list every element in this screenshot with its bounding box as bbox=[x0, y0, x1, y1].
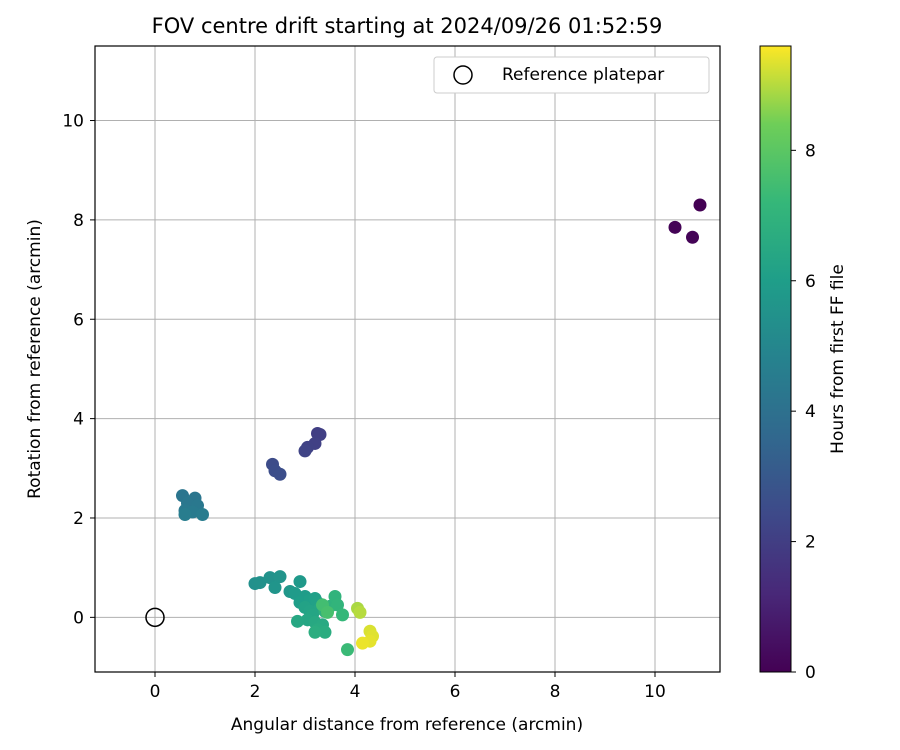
grid-lines bbox=[95, 46, 720, 672]
data-point bbox=[321, 605, 334, 619]
legend-label: Reference platepar bbox=[502, 65, 664, 85]
colorbar-tick-label: 0 bbox=[805, 663, 816, 683]
data-point bbox=[356, 636, 369, 650]
data-point bbox=[273, 570, 287, 584]
data-point bbox=[318, 625, 332, 639]
colorbar-tick-label: 2 bbox=[805, 533, 816, 553]
x-axis-label: Angular distance from reference (arcmin) bbox=[231, 715, 583, 735]
colorbar-ticks: 0 2 4 6 8 bbox=[791, 141, 816, 683]
colorbar-gradient bbox=[759, 45, 792, 673]
chart-title: FOV centre drift starting at 2024/09/26 … bbox=[152, 14, 663, 38]
data-point bbox=[298, 444, 312, 458]
data-point bbox=[263, 571, 277, 585]
data-point bbox=[293, 575, 307, 589]
x-tick-label: 8 bbox=[550, 682, 561, 702]
data-point bbox=[668, 220, 682, 234]
data-point bbox=[693, 198, 707, 212]
y-tick-label: 2 bbox=[73, 509, 84, 529]
data-points bbox=[176, 198, 707, 657]
y-tick-label: 4 bbox=[73, 410, 84, 430]
reference-platepar-marker bbox=[145, 607, 165, 628]
data-point bbox=[341, 643, 354, 657]
x-tick-label: 2 bbox=[250, 682, 261, 702]
colorbar-tick-label: 6 bbox=[805, 272, 816, 292]
plot-frame bbox=[94, 45, 721, 673]
data-point bbox=[273, 467, 287, 481]
y-axis-label: Rotation from reference (arcmin) bbox=[25, 219, 45, 499]
colorbar-tick-label: 4 bbox=[805, 402, 816, 422]
data-point bbox=[196, 508, 209, 522]
legend-box bbox=[433, 56, 710, 94]
x-axis-ticks: 0 2 4 6 8 10 bbox=[150, 672, 666, 702]
data-point bbox=[253, 576, 267, 590]
data-point bbox=[336, 608, 349, 622]
y-tick-label: 6 bbox=[73, 310, 84, 330]
legend: Reference platepar bbox=[433, 56, 710, 94]
legend-marker bbox=[453, 65, 473, 85]
data-point bbox=[353, 605, 367, 619]
y-tick-label: 10 bbox=[62, 112, 84, 132]
colorbar-tick-label: 8 bbox=[805, 141, 816, 161]
data-point bbox=[331, 598, 344, 612]
data-point bbox=[291, 614, 304, 628]
x-tick-label: 6 bbox=[450, 682, 461, 702]
x-tick-label: 4 bbox=[350, 682, 361, 702]
colorbar-label: Hours from first FF file bbox=[828, 264, 848, 454]
y-tick-label: 8 bbox=[73, 211, 84, 231]
x-tick-label: 10 bbox=[644, 682, 666, 702]
data-point bbox=[308, 625, 322, 639]
y-axis-ticks: 0 2 4 6 8 10 bbox=[62, 112, 95, 628]
colorbar: 0 2 4 6 8 Hours from first FF file bbox=[759, 45, 848, 683]
data-point bbox=[686, 230, 699, 244]
data-point bbox=[268, 581, 282, 595]
x-tick-label: 0 bbox=[150, 682, 161, 702]
data-point bbox=[178, 508, 192, 522]
y-tick-label: 0 bbox=[73, 608, 84, 628]
